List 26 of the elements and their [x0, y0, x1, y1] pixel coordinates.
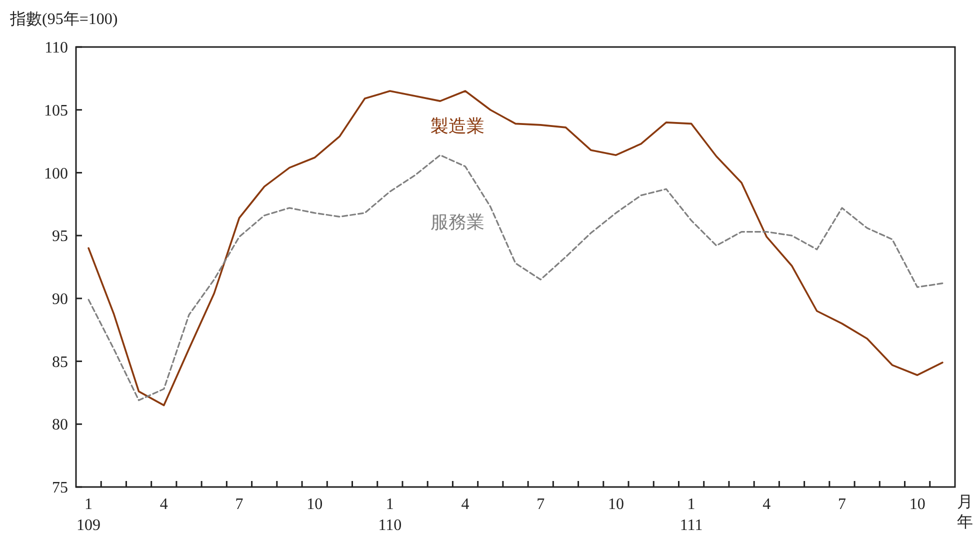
x-tick-label: 7 [536, 496, 545, 513]
y-tick-label: 95 [52, 228, 68, 246]
x-tick-label: 7 [838, 496, 846, 513]
y-tick-label: 105 [44, 102, 68, 120]
x-tick-label: 1 110 [378, 496, 402, 534]
x-tick-label: 10 [306, 496, 323, 513]
series-label: 製造業 [430, 116, 485, 136]
x-tick-label: 1 109 [76, 496, 101, 534]
x-tick-label: 10 [909, 496, 926, 513]
y-axis-title: 指數(95年=100) [9, 10, 118, 28]
x-tick-label: 4 [160, 496, 168, 513]
x-tick-label: 1 111 [680, 496, 703, 534]
series-label: 服務業 [430, 212, 485, 232]
line-series [88, 154, 944, 402]
y-tick-label: 90 [52, 291, 68, 308]
x-tick-label: 4 [461, 496, 470, 513]
line-series [88, 90, 944, 406]
x-tick-label: 7 [235, 496, 244, 513]
y-tick-label: 100 [44, 165, 68, 182]
x-axis-title: 月年 [957, 494, 973, 531]
x-tick-label: 4 [762, 496, 771, 513]
y-tick-label: 85 [52, 354, 68, 371]
x-tick-label: 10 [608, 496, 624, 513]
y-tick-label: 75 [52, 480, 68, 497]
y-tick-label: 110 [44, 40, 68, 57]
y-tick-label: 80 [52, 416, 68, 434]
